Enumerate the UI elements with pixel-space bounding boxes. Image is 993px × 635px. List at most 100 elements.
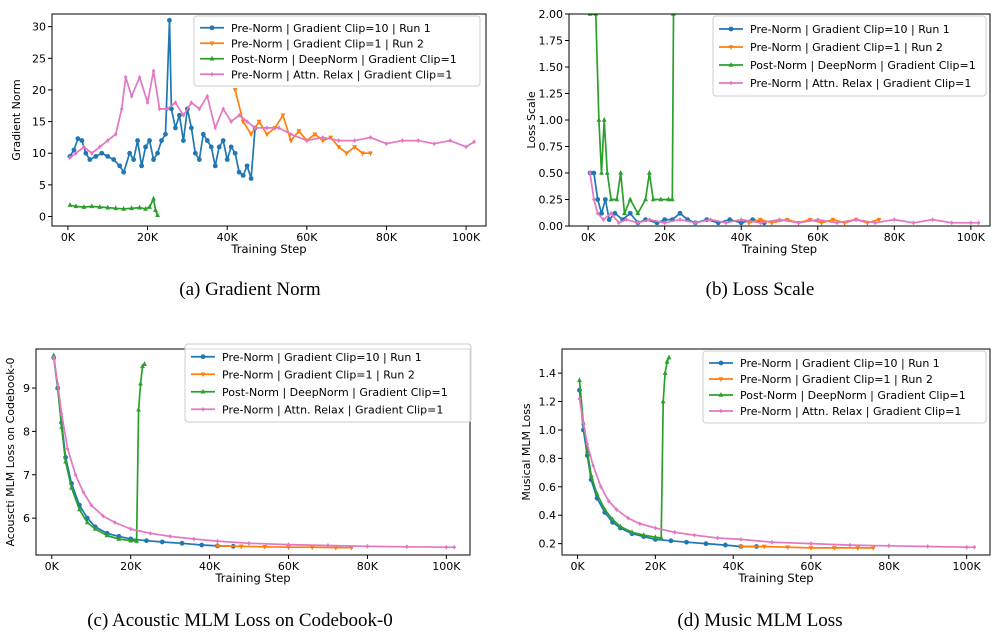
data-point (238, 544, 244, 550)
data-point (599, 170, 604, 175)
series-3 (588, 170, 981, 226)
data-point (247, 540, 251, 546)
data-point (73, 203, 79, 209)
data-point (684, 539, 689, 545)
data-point (215, 544, 220, 549)
data-point (232, 88, 238, 93)
data-point (352, 138, 357, 143)
data-point (365, 543, 370, 549)
y-tick-label: 10 (32, 147, 46, 160)
data-point (244, 163, 250, 169)
data-point (264, 132, 270, 138)
y-tick-label: 1.4 (539, 367, 557, 380)
legend-swatch-marker (200, 372, 206, 378)
legend-entry: Pre-Norm | Gradient Clip=10 | Run 1 (740, 357, 940, 370)
data-point (614, 507, 619, 512)
y-tick-label: 0.00 (539, 220, 564, 233)
legend-swatch-marker (728, 26, 734, 32)
x-tick-label: 80K (884, 231, 906, 244)
data-point (131, 157, 137, 162)
y-tick-label: 0.8 (539, 452, 557, 465)
y-tick-label: 25 (32, 52, 46, 65)
x-tick-label: 100K (953, 560, 982, 573)
legend-swatch-marker (728, 45, 734, 50)
data-point (584, 448, 590, 454)
caption-d: (d) Music MLM Loss (677, 610, 843, 631)
data-point (400, 138, 405, 143)
data-point (245, 119, 249, 124)
data-point (127, 150, 133, 156)
legend: Pre-Norm | Gradient Clip=10 | Run 1 Pre-N… (712, 15, 987, 97)
data-point (601, 217, 606, 223)
data-point (405, 544, 409, 550)
data-point (949, 220, 954, 226)
data-point (658, 196, 664, 202)
data-point (757, 217, 763, 223)
data-point (643, 196, 648, 202)
data-point (192, 150, 198, 156)
x-tick-label: 20K (137, 231, 159, 244)
data-point (599, 210, 604, 216)
x-tick-label: 0K (570, 560, 585, 573)
data-point (724, 220, 728, 226)
chart-panel-3: 0K 20K 40K 60K 80K 100K 0.2 0.4 0.6 0.8 1.0 1.2 1.4 T… (520, 348, 991, 585)
x-tick-label: 40K (199, 560, 221, 573)
data-point (265, 125, 269, 131)
data-point (84, 519, 90, 525)
plot-frame (561, 348, 991, 556)
data-point (593, 14, 599, 16)
data-point (660, 398, 666, 404)
x-tick-label: 40K (731, 231, 753, 244)
y-axis-label: Gradient Norm (10, 79, 23, 160)
data-point (143, 144, 148, 150)
legend-entry: Pre-Norm | Attn. Relax | Gradient Clip=1 (222, 403, 443, 416)
legend-swatch-marker (210, 71, 214, 77)
data-point (320, 138, 326, 144)
data-point (105, 153, 111, 159)
data-point (237, 112, 241, 118)
x-axis-label: Training Step (741, 242, 817, 256)
data-point (677, 210, 683, 216)
data-point (289, 131, 293, 137)
series-1 (232, 88, 373, 157)
data-point (622, 210, 627, 216)
data-point (117, 163, 123, 169)
data-point (199, 542, 205, 548)
chart-panel-2: 0K 20K 40K 60K 80K 100K 6 7 8 9 Training Step Acous… (4, 343, 472, 585)
data-point (153, 207, 158, 212)
data-point (972, 544, 977, 550)
data-point (976, 220, 981, 226)
data-point (609, 210, 613, 216)
y-tick-label: 1.0 (539, 424, 557, 437)
data-point (296, 129, 302, 135)
data-point (129, 93, 134, 99)
series-2 (587, 14, 676, 216)
data-point (692, 532, 697, 538)
x-tick-label: 60K (296, 231, 318, 244)
data-point (629, 529, 635, 535)
data-point (831, 546, 837, 551)
data-point (815, 217, 820, 223)
data-point (67, 202, 73, 207)
x-tick-label: 80K (376, 231, 398, 244)
data-point (113, 520, 117, 525)
data-point (738, 544, 744, 550)
legend-swatch-marker (209, 55, 215, 61)
data-point (189, 100, 194, 105)
series-line (589, 172, 979, 224)
data-point (870, 546, 876, 551)
data-point (646, 170, 652, 175)
legend-entry: Post-Norm | DeepNorm | Gradient Clip=1 (750, 59, 976, 72)
data-point (137, 204, 142, 210)
data-point (636, 220, 640, 226)
data-point (89, 502, 94, 508)
legend-entry: Pre-Norm | Attn. Relax | Gradient Clip=1 (750, 77, 971, 90)
data-point (81, 204, 87, 209)
y-tick-label: 2.00 (539, 8, 564, 21)
data-point (113, 131, 118, 137)
data-point (662, 370, 668, 375)
data-point (349, 545, 355, 551)
legend-entry: Post-Norm | DeepNorm | Gradient Clip=1 (740, 389, 966, 402)
data-point (666, 196, 671, 202)
